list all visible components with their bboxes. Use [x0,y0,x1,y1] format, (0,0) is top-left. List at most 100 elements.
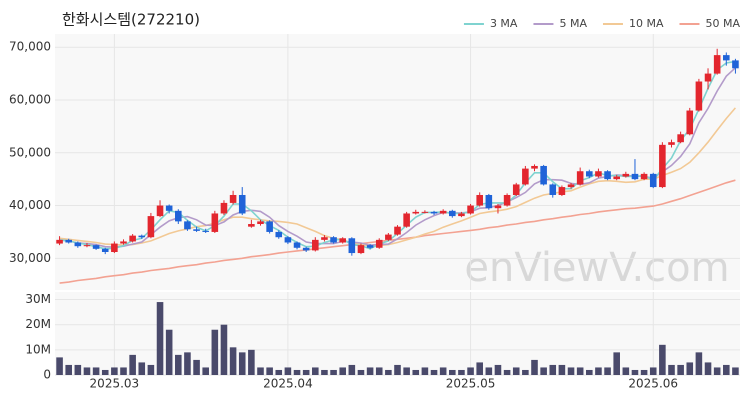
candle-body [238,194,246,214]
candle-body [193,229,200,231]
volume-bar [476,362,483,375]
candle-body [503,194,511,206]
volume-bar [366,367,374,375]
candle-body [732,60,739,69]
y-tick-label: 50,000 [9,145,51,159]
watermark: enViewV.com [464,245,729,291]
candle-body [293,242,301,248]
volume-bar [723,364,730,375]
candle-body [713,55,721,74]
y-tick-label: 10M [25,342,51,356]
candle-body [56,239,63,244]
candle-body [640,173,648,180]
candle-body [348,238,356,254]
volume-bar [531,359,538,375]
volume-bar [439,367,447,375]
y-tick-label: 30M [25,292,51,306]
volume-bar [65,364,72,375]
volume-bar [732,367,739,375]
volume-bar [193,359,200,375]
candle-body [83,245,91,247]
candle-body [394,226,401,235]
volume-bar [622,367,630,375]
candle-body [175,210,182,222]
legend-label: 5 MA [559,17,587,30]
volume-bar [595,367,602,375]
y-tick-label: 60,000 [9,92,51,106]
candle-body [138,235,146,238]
candle-body [549,184,557,195]
volume-bar [129,354,136,375]
volume-bar [284,367,292,375]
candle-body [302,247,310,251]
volume-bar [74,364,82,375]
candle-body [357,245,365,254]
volume-bar [586,369,593,375]
candle-body [659,144,666,188]
volume-bar [430,369,438,375]
volume-bar [686,362,694,375]
candle-body [92,245,100,249]
volume-bar [312,367,319,375]
volume-bar [266,367,273,375]
volume-bar [238,352,246,375]
candle-body [531,165,538,169]
candle-body [449,210,456,217]
volume-bar [467,367,474,375]
legend-label: 50 MA [705,17,740,30]
candle-body [129,235,136,242]
volume-bar [631,369,639,375]
volume-bar [503,369,511,375]
candle-body [375,239,383,248]
volume-bar [156,302,164,375]
candle-body [339,238,346,243]
candle-body [211,213,219,232]
candle-body [467,205,474,214]
candle-body [321,237,328,240]
volume-bar [659,344,666,375]
candle-body [330,237,337,243]
candle-body [677,134,684,143]
candle-body [257,221,264,225]
candle-body [385,234,392,240]
legend-label: 3 MA [490,17,518,30]
candle-body [512,184,520,195]
volume-bar [522,369,529,375]
volume-bar [403,367,410,375]
volume-bar [458,369,465,375]
volume-bar [211,329,219,375]
candle-body [686,110,694,135]
candle-body [558,187,566,195]
candle-body [403,213,410,227]
candle-body [248,224,255,227]
volume-bar [321,369,328,375]
volume-bar [138,362,146,375]
x-tick-label: 2025.03 [90,377,140,391]
candle-body [668,142,675,145]
candle-body [723,55,730,61]
candle-body [412,211,420,214]
candle-body [312,239,319,251]
volume-bar [348,364,356,375]
volume-bar [92,367,100,375]
ma-line [59,107,737,247]
volume-bar [101,369,109,375]
candle-body [284,237,292,243]
candle-body [695,81,703,111]
x-tick-label: 2025.05 [446,377,496,391]
candle-body [522,168,529,185]
candle-body [202,230,209,232]
y-tick-label: 70,000 [9,40,51,54]
x-tick-label: 2025.04 [263,377,313,391]
volume-bar [202,367,209,375]
volume-bar [248,349,255,375]
y-tick-label: 40,000 [9,198,51,212]
volume-bar [175,354,182,375]
volume-bar [165,329,173,375]
volume-bar [184,352,191,375]
y-tick-label: 20M [25,317,51,331]
x-tick-label: 2025.06 [628,377,678,391]
candle-body [604,171,611,180]
volume-bar [412,369,420,375]
volume-bar [558,364,566,375]
